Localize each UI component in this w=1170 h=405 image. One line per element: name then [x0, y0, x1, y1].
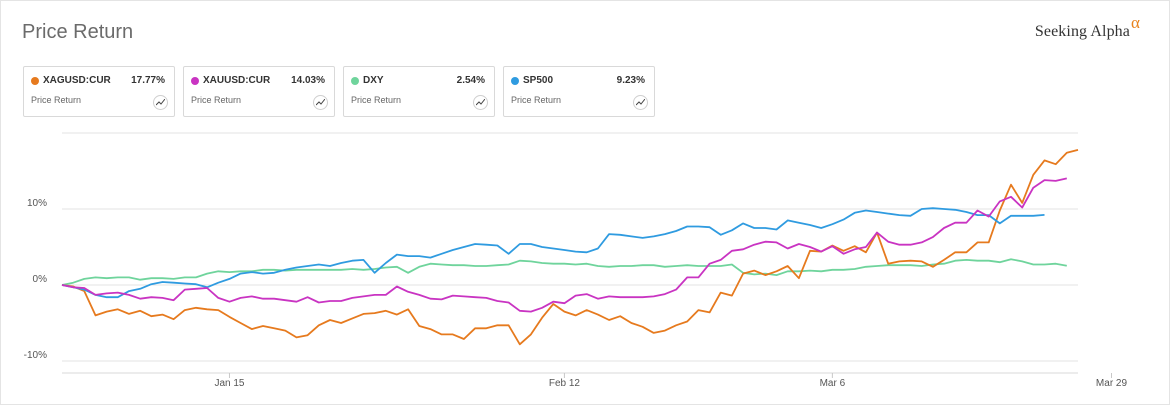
card-value: 9.23%: [616, 75, 645, 86]
y-tick-label: 0%: [33, 274, 48, 285]
series-line-dxy: [61, 258, 1067, 286]
brand-name: Seeking Alpha: [1034, 23, 1130, 40]
series-line-xauusdcur: [61, 177, 1067, 313]
sparkline-icon[interactable]: [473, 95, 488, 110]
legend-card-xagusd[interactable]: XAGUSD:CUR 17.77% Price Return: [23, 66, 175, 117]
legend-card-xauusd[interactable]: XAUUSD:CUR 14.03% Price Return: [183, 66, 335, 117]
card-metric: Price Return: [351, 95, 402, 105]
x-tick-label: Mar 6: [820, 378, 846, 389]
x-tick-label: Jan 15: [214, 378, 244, 389]
brand-alpha-mark: α: [1130, 13, 1140, 32]
seeking-alpha-logo: Seeking Alphaα: [1034, 13, 1140, 41]
card-metric: Price Return: [31, 95, 82, 105]
series-line-xagusdcur: [61, 149, 1079, 346]
card-value: 2.54%: [456, 75, 485, 86]
series-line-sp500: [61, 207, 1045, 299]
series-color-dot: [511, 77, 519, 85]
card-symbol: SP500: [523, 75, 554, 86]
sparkline-icon[interactable]: [153, 95, 168, 110]
x-tick-label: Mar 29: [1096, 378, 1128, 389]
series-color-dot: [351, 77, 359, 85]
card-symbol: DXY: [363, 75, 384, 86]
legend-card-sp500[interactable]: SP500 9.23% Price Return: [503, 66, 655, 117]
series-color-dot: [31, 77, 39, 85]
x-tick-label: Feb 12: [549, 378, 581, 389]
card-metric: Price Return: [511, 95, 562, 105]
legend-card-dxy[interactable]: DXY 2.54% Price Return: [343, 66, 495, 117]
card-symbol: XAUUSD:CUR: [203, 75, 271, 86]
card-symbol: XAGUSD:CUR: [43, 75, 111, 86]
page-title: Price Return: [22, 21, 134, 43]
series-color-dot: [191, 77, 199, 85]
card-value: 14.03%: [291, 75, 325, 86]
y-tick-label: 10%: [27, 198, 47, 209]
y-tick-label: -10%: [24, 350, 47, 361]
sparkline-icon[interactable]: [313, 95, 328, 110]
card-value: 17.77%: [131, 75, 165, 86]
card-metric: Price Return: [191, 95, 242, 105]
sparkline-icon[interactable]: [633, 95, 648, 110]
